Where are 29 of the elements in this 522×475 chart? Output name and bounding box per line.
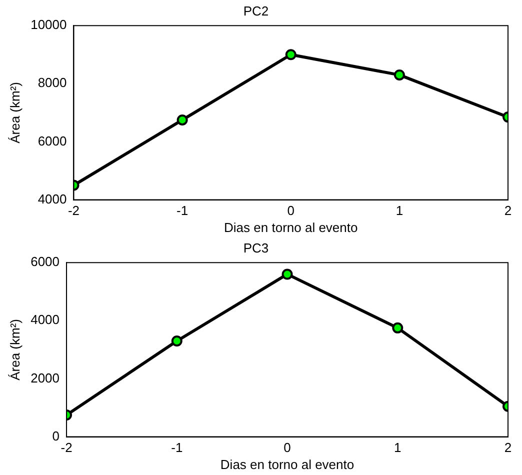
point [176, 114, 188, 126]
y-tick-label: 8000 [38, 75, 67, 90]
y-axis-title: Área (km²) [7, 82, 22, 144]
x-tick-label: 1 [396, 203, 404, 218]
point [282, 268, 293, 280]
point [394, 69, 405, 80]
chart-title: PC3 [243, 240, 269, 256]
x-tick-label: 1 [394, 440, 402, 456]
x-tick-label: -1 [176, 203, 188, 218]
y-tick-label: 6000 [30, 254, 60, 270]
chart-title: PC2 [243, 3, 269, 18]
x-tick-label: 0 [284, 440, 291, 456]
y-tick-label: 6000 [38, 133, 67, 148]
x-tick-label: -2 [68, 203, 80, 218]
x-tick-label: -2 [60, 440, 72, 456]
y-tick-label: 0 [52, 428, 60, 444]
point [285, 49, 296, 60]
y-axis-title: Área (km²) [7, 319, 22, 380]
y-tick-label: 4000 [38, 191, 67, 206]
x-axis-title: Dias en torno al evento [224, 220, 358, 235]
y-tick-label: 10000 [30, 17, 67, 32]
point [392, 322, 404, 334]
x-tick-label: -1 [171, 440, 183, 456]
x-axis-title: Dias en torno al evento [220, 456, 354, 472]
x-tick-label: 2 [504, 440, 512, 456]
y-tick-label: 2000 [30, 370, 60, 386]
x-tick-label: 2 [504, 203, 512, 218]
x-tick-label: 0 [287, 203, 294, 218]
y-tick-label: 4000 [30, 312, 60, 328]
